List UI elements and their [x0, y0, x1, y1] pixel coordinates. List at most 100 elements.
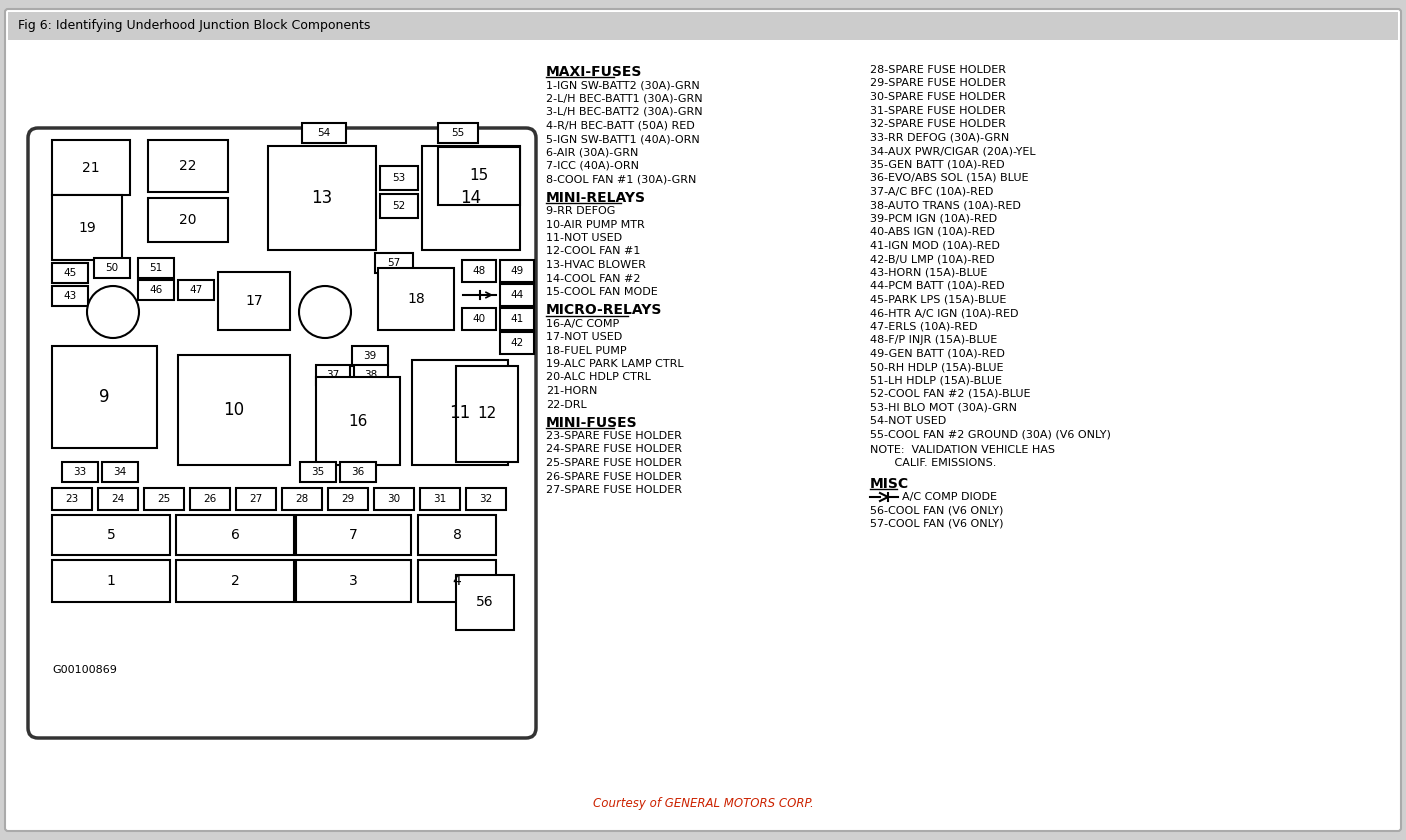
Text: 50-RH HDLP (15A)-BLUE: 50-RH HDLP (15A)-BLUE: [870, 362, 1004, 372]
Bar: [94, 258, 129, 278]
Bar: [412, 360, 508, 465]
Text: 47: 47: [190, 285, 202, 295]
Text: 28: 28: [295, 494, 309, 504]
Bar: [138, 258, 174, 278]
Bar: [299, 462, 336, 482]
Text: 41-IGN MOD (10A)-RED: 41-IGN MOD (10A)-RED: [870, 240, 1000, 250]
Text: 40-ABS IGN (10A)-RED: 40-ABS IGN (10A)-RED: [870, 227, 995, 237]
Text: 44: 44: [510, 290, 523, 300]
Text: 10-AIR PUMP MTR: 10-AIR PUMP MTR: [546, 219, 645, 229]
Text: 30-SPARE FUSE HOLDER: 30-SPARE FUSE HOLDER: [870, 92, 1005, 102]
Text: 8: 8: [453, 528, 461, 542]
Bar: [190, 488, 231, 510]
FancyBboxPatch shape: [28, 128, 536, 738]
Text: 14-COOL FAN #2: 14-COOL FAN #2: [546, 274, 641, 283]
Text: MINI-FUSES: MINI-FUSES: [546, 416, 638, 430]
Text: MINI-RELAYS: MINI-RELAYS: [546, 191, 645, 205]
Text: 11: 11: [450, 403, 471, 422]
Text: 46: 46: [149, 285, 163, 295]
Bar: [52, 140, 129, 195]
Text: 53-HI BLO MOT (30A)-GRN: 53-HI BLO MOT (30A)-GRN: [870, 402, 1017, 412]
Text: MICRO-RELAYS: MICRO-RELAYS: [546, 303, 662, 318]
Text: 5: 5: [107, 528, 115, 542]
Bar: [418, 560, 496, 602]
Bar: [8, 12, 1398, 40]
Text: 39: 39: [363, 351, 377, 361]
Text: 51: 51: [149, 263, 163, 273]
Text: 32-SPARE FUSE HOLDER: 32-SPARE FUSE HOLDER: [870, 119, 1005, 129]
Text: 37: 37: [326, 370, 340, 380]
Bar: [138, 280, 174, 300]
Text: 5-IGN SW-BATT1 (40A)-ORN: 5-IGN SW-BATT1 (40A)-ORN: [546, 134, 700, 144]
Text: 20: 20: [179, 213, 197, 227]
Bar: [302, 123, 346, 143]
Text: 51-LH HDLP (15A)-BLUE: 51-LH HDLP (15A)-BLUE: [870, 375, 1002, 386]
Text: 53: 53: [392, 173, 405, 183]
Text: 17: 17: [245, 294, 263, 308]
Text: 49-GEN BATT (10A)-RED: 49-GEN BATT (10A)-RED: [870, 349, 1005, 359]
Bar: [52, 560, 170, 602]
Text: A/C COMP DIODE: A/C COMP DIODE: [903, 492, 997, 502]
Bar: [439, 123, 478, 143]
Text: 18: 18: [408, 292, 425, 306]
Bar: [456, 366, 517, 462]
Bar: [297, 560, 411, 602]
Text: 13: 13: [311, 189, 333, 207]
Bar: [52, 195, 122, 260]
Bar: [375, 253, 413, 273]
Text: MISC: MISC: [870, 477, 910, 491]
Text: Courtesy of GENERAL MOTORS CORP.: Courtesy of GENERAL MOTORS CORP.: [592, 797, 814, 810]
Text: 19-ALC PARK LAMP CTRL: 19-ALC PARK LAMP CTRL: [546, 359, 683, 369]
Text: 38-AUTO TRANS (10A)-RED: 38-AUTO TRANS (10A)-RED: [870, 200, 1021, 210]
Bar: [380, 194, 418, 218]
Bar: [52, 488, 91, 510]
Text: 55-COOL FAN #2 GROUND (30A) (V6 ONLY): 55-COOL FAN #2 GROUND (30A) (V6 ONLY): [870, 429, 1111, 439]
Text: 27: 27: [249, 494, 263, 504]
Bar: [378, 268, 454, 330]
Bar: [501, 332, 534, 354]
Text: 44-PCM BATT (10A)-RED: 44-PCM BATT (10A)-RED: [870, 281, 1005, 291]
Bar: [352, 346, 388, 366]
Bar: [420, 488, 460, 510]
Text: 23: 23: [65, 494, 79, 504]
Bar: [354, 365, 388, 385]
Text: CALIF. EMISSIONS.: CALIF. EMISSIONS.: [870, 459, 997, 469]
Text: 21-HORN: 21-HORN: [546, 386, 598, 396]
Bar: [380, 166, 418, 190]
Bar: [176, 515, 294, 555]
Text: 6: 6: [231, 528, 239, 542]
Text: 23-SPARE FUSE HOLDER: 23-SPARE FUSE HOLDER: [546, 431, 682, 441]
Bar: [103, 462, 138, 482]
Text: 33: 33: [73, 467, 87, 477]
Text: 22: 22: [179, 159, 197, 173]
Text: 48: 48: [472, 266, 485, 276]
Text: 35: 35: [311, 467, 325, 477]
Bar: [98, 488, 138, 510]
Text: 21: 21: [82, 160, 100, 175]
Circle shape: [87, 286, 139, 338]
Text: 2-L/H BEC-BATT1 (30A)-GRN: 2-L/H BEC-BATT1 (30A)-GRN: [546, 93, 703, 103]
Text: 34-AUX PWR/CIGAR (20A)-YEL: 34-AUX PWR/CIGAR (20A)-YEL: [870, 146, 1036, 156]
Bar: [148, 140, 228, 192]
Text: 7-ICC (40A)-ORN: 7-ICC (40A)-ORN: [546, 161, 638, 171]
Text: 57-COOL FAN (V6 ONLY): 57-COOL FAN (V6 ONLY): [870, 519, 1004, 529]
Text: 50: 50: [105, 263, 118, 273]
FancyBboxPatch shape: [6, 9, 1400, 831]
Text: 1: 1: [107, 574, 115, 588]
Text: 6-AIR (30A)-GRN: 6-AIR (30A)-GRN: [546, 148, 638, 157]
Text: 9: 9: [100, 388, 110, 406]
Text: 52: 52: [392, 201, 405, 211]
Text: 18-FUEL PUMP: 18-FUEL PUMP: [546, 345, 627, 355]
Text: 3: 3: [349, 574, 359, 588]
Bar: [316, 365, 350, 385]
Text: 36-EVO/ABS SOL (15A) BLUE: 36-EVO/ABS SOL (15A) BLUE: [870, 173, 1029, 183]
Bar: [501, 284, 534, 306]
Text: 55: 55: [451, 128, 464, 138]
Text: 7: 7: [349, 528, 359, 542]
Bar: [463, 260, 496, 282]
Text: 25: 25: [157, 494, 170, 504]
Bar: [236, 488, 276, 510]
Text: 3-L/H BEC-BATT2 (30A)-GRN: 3-L/H BEC-BATT2 (30A)-GRN: [546, 107, 703, 117]
Text: 54-NOT USED: 54-NOT USED: [870, 416, 946, 426]
Bar: [328, 488, 368, 510]
